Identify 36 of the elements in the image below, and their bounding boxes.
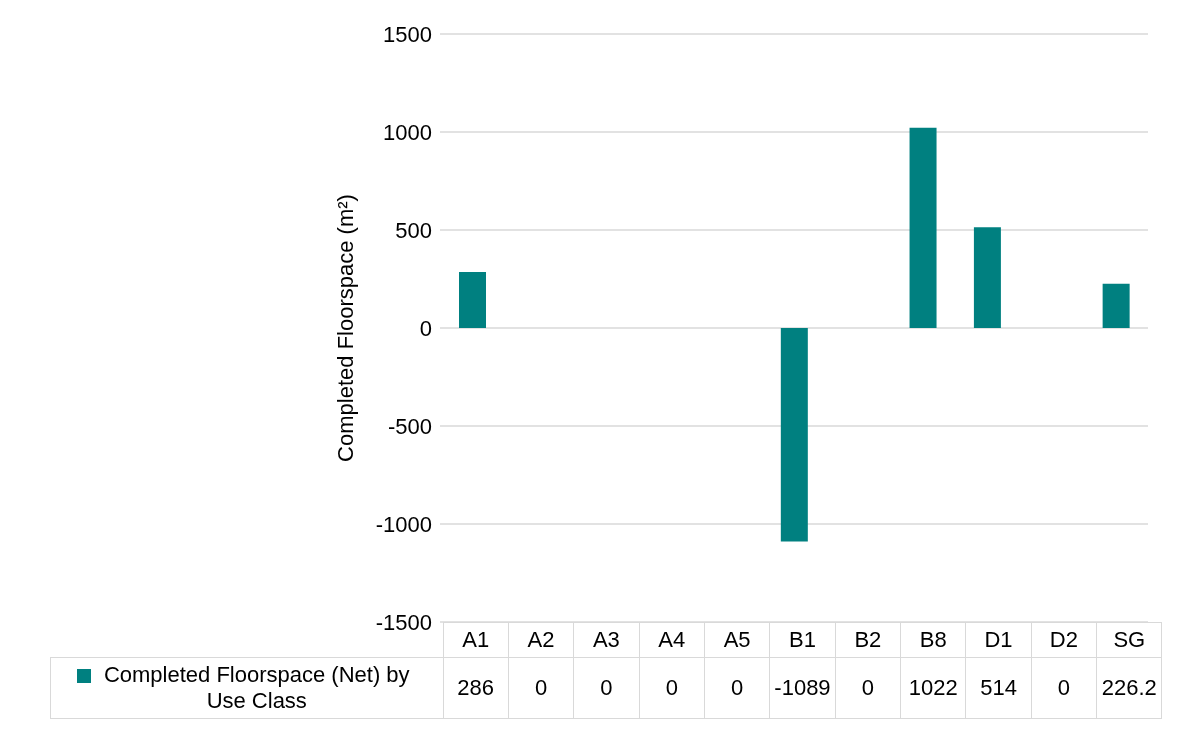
x-tick-label: SG <box>1096 622 1162 658</box>
y-axis-title: Completed Floorspace (m²) <box>332 194 358 462</box>
y-tick-label: -1500 <box>375 609 432 635</box>
data-label: 0 <box>639 657 705 719</box>
x-tick-label: B2 <box>835 622 901 658</box>
bar <box>973 227 1001 328</box>
y-tick-label: 0 <box>419 315 432 341</box>
y-tick-label: 1500 <box>383 21 432 47</box>
x-tick-label: D2 <box>1031 622 1097 658</box>
bar <box>459 271 486 328</box>
data-label: 0 <box>508 657 574 719</box>
x-tick-label: B8 <box>900 622 966 658</box>
data-label: 0 <box>704 657 770 719</box>
y-tick-label: -500 <box>387 413 432 439</box>
data-label: 226.2 <box>1096 657 1162 719</box>
legend-label: Completed Floorspace (Net) by Use Class <box>102 662 411 714</box>
x-tick-label: A4 <box>639 622 705 658</box>
y-tick-label: -1000 <box>375 511 432 537</box>
y-tick-label: 500 <box>395 217 432 243</box>
data-label: -1089 <box>769 657 836 719</box>
data-label: 0 <box>1031 657 1097 719</box>
x-tick-label: D1 <box>965 622 1032 658</box>
x-tick-label: B1 <box>769 622 836 658</box>
y-tick-label: 1000 <box>383 119 432 145</box>
x-tick-label: A1 <box>443 622 509 658</box>
data-label: 1022 <box>900 657 966 719</box>
bar <box>909 127 937 328</box>
data-label: 0 <box>835 657 901 719</box>
data-label: 0 <box>573 657 640 719</box>
bar <box>1102 283 1130 328</box>
data-label: 286 <box>443 657 509 719</box>
x-tick-label: A5 <box>704 622 770 658</box>
x-tick-label: A2 <box>508 622 574 658</box>
x-tick-label: A3 <box>573 622 640 658</box>
bar <box>780 328 808 542</box>
data-label: 514 <box>965 657 1032 719</box>
